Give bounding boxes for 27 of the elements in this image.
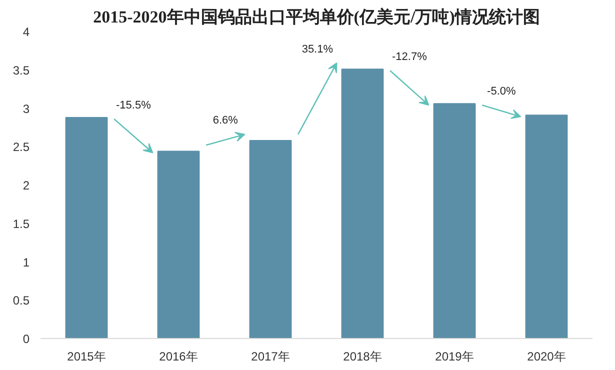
x-tick-label: 2018年 xyxy=(343,350,382,364)
y-tick-label: 0 xyxy=(22,332,30,346)
bar xyxy=(433,103,476,338)
annotation: -12.7% xyxy=(392,50,428,63)
annotation: 6.6% xyxy=(212,114,238,127)
y-tick-label: 2 xyxy=(22,178,30,192)
y-tick-label: 3 xyxy=(22,102,30,116)
y-tick-label: 1 xyxy=(22,255,30,270)
y-tick-label: 1.5 xyxy=(12,216,30,231)
x-tick-label: 2020年 xyxy=(527,350,566,364)
x-tick-label: 2017年 xyxy=(251,350,290,364)
annotation: -5.0% xyxy=(487,86,516,98)
annotation: -15.5% xyxy=(116,99,152,112)
y-tick-label: 3.5 xyxy=(12,63,30,78)
x-tick-label: 2015年 xyxy=(67,350,106,364)
bar xyxy=(157,150,200,338)
bar xyxy=(249,140,292,338)
bar xyxy=(65,116,108,338)
x-tick-label: 2016年 xyxy=(159,350,198,364)
annotation: 35.1% xyxy=(302,43,334,56)
y-tick-label: 2.5 xyxy=(12,140,30,154)
bar xyxy=(341,68,384,338)
chart-title: 2015-2020年中国钨品出口平均单价(亿美元/万吨)情况统计图 xyxy=(93,8,540,26)
y-tick-label: 0.5 xyxy=(12,294,30,308)
y-tick-label: 4 xyxy=(22,25,30,39)
x-tick-label: 2019年 xyxy=(435,350,474,364)
bar xyxy=(525,114,568,338)
